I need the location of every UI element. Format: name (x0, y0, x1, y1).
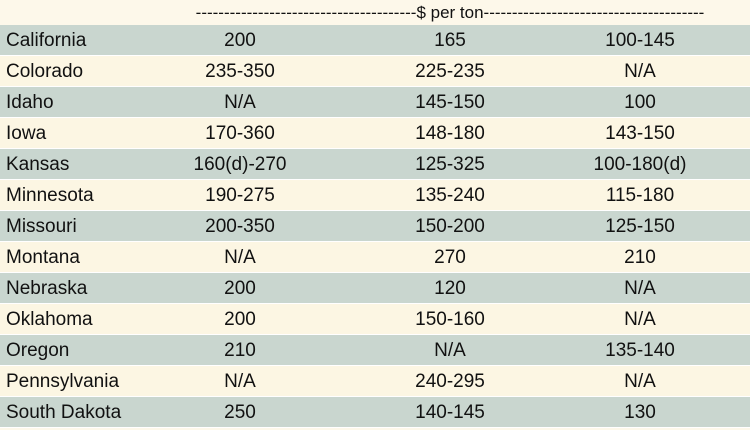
state-name: Missouri (6, 216, 77, 237)
table-row: Montana N/A 270 210 (0, 242, 750, 273)
price-cell: N/A (624, 61, 656, 82)
price-cell: N/A (224, 247, 256, 268)
state-name: South Dakota (6, 402, 122, 423)
header-label: ---------------------------------------$… (195, 3, 705, 22)
state-name: Nebraska (6, 278, 88, 299)
price-cell: 100 (624, 92, 656, 113)
state-name: Idaho (6, 92, 54, 113)
price-cell: 190-275 (205, 185, 275, 206)
table-row: Kansas 160(d)-270 125-325 100-180(d) (0, 149, 750, 180)
table-row: Pennsylvania N/A 240-295 N/A (0, 366, 750, 397)
price-cell: 100-145 (605, 30, 675, 51)
price-cell: 160(d)-270 (193, 154, 287, 175)
table-row: Minnesota 190-275 135-240 115-180 (0, 180, 750, 211)
state-name: Iowa (6, 123, 47, 144)
price-cell: 143-150 (605, 123, 675, 144)
price-cell: 115-180 (605, 185, 675, 206)
price-cell: 210 (624, 247, 656, 268)
price-cell: 148-180 (415, 123, 485, 144)
price-cell: 200 (224, 309, 256, 330)
price-cell: 125-325 (415, 154, 485, 175)
price-cell: 150-200 (415, 216, 485, 237)
price-cell: 135-140 (605, 340, 675, 361)
state-name: Kansas (6, 154, 70, 175)
price-cell: 250 (224, 402, 256, 423)
price-cell: 140-145 (415, 402, 485, 423)
price-cell: N/A (624, 371, 656, 392)
state-name: Colorado (6, 61, 84, 82)
price-cell: 130 (624, 402, 656, 423)
price-cell: 150-160 (415, 309, 485, 330)
price-cell: 210 (224, 340, 256, 361)
price-cell: 120 (434, 278, 466, 299)
header-row: ---------------------------------------$… (0, 0, 750, 25)
state-name: Oregon (6, 340, 70, 361)
state-name: California (6, 30, 87, 51)
table-row: Oklahoma 200 150-160 N/A (0, 304, 750, 335)
price-cell: 200 (224, 278, 256, 299)
price-cell: 240-295 (415, 371, 485, 392)
price-cell: 200 (224, 30, 256, 51)
table-row: Oregon 210 N/A 135-140 (0, 335, 750, 366)
price-cell: 200-350 (205, 216, 275, 237)
table-row: Iowa 170-360 148-180 143-150 (0, 118, 750, 149)
price-cell: N/A (624, 309, 656, 330)
table-row: Missouri 200-350 150-200 125-150 (0, 211, 750, 242)
price-cell: N/A (624, 278, 656, 299)
state-name: Pennsylvania (6, 371, 120, 392)
price-cell: 100-180(d) (593, 154, 687, 175)
table-row: South Dakota 250 140-145 130 (0, 397, 750, 428)
price-cell: 235-350 (205, 61, 275, 82)
price-cell: N/A (224, 92, 256, 113)
table-row: California 200 165 100-145 (0, 25, 750, 56)
state-name: Montana (6, 247, 80, 268)
state-name: Oklahoma (6, 309, 93, 330)
price-cell: N/A (434, 340, 466, 361)
state-name: Minnesota (6, 185, 94, 206)
price-cell: 170-360 (205, 123, 275, 144)
table-row: Nebraska 200 120 N/A (0, 273, 750, 304)
price-cell: 125-150 (605, 216, 675, 237)
price-cell: N/A (224, 371, 256, 392)
price-cell: 135-240 (415, 185, 485, 206)
price-cell: 225-235 (415, 61, 485, 82)
price-cell: 165 (434, 30, 466, 51)
table-row: Colorado 235-350 225-235 N/A (0, 56, 750, 87)
price-cell: 145-150 (415, 92, 485, 113)
price-cell: 270 (434, 247, 466, 268)
table-row: Idaho N/A 145-150 100 (0, 87, 750, 118)
